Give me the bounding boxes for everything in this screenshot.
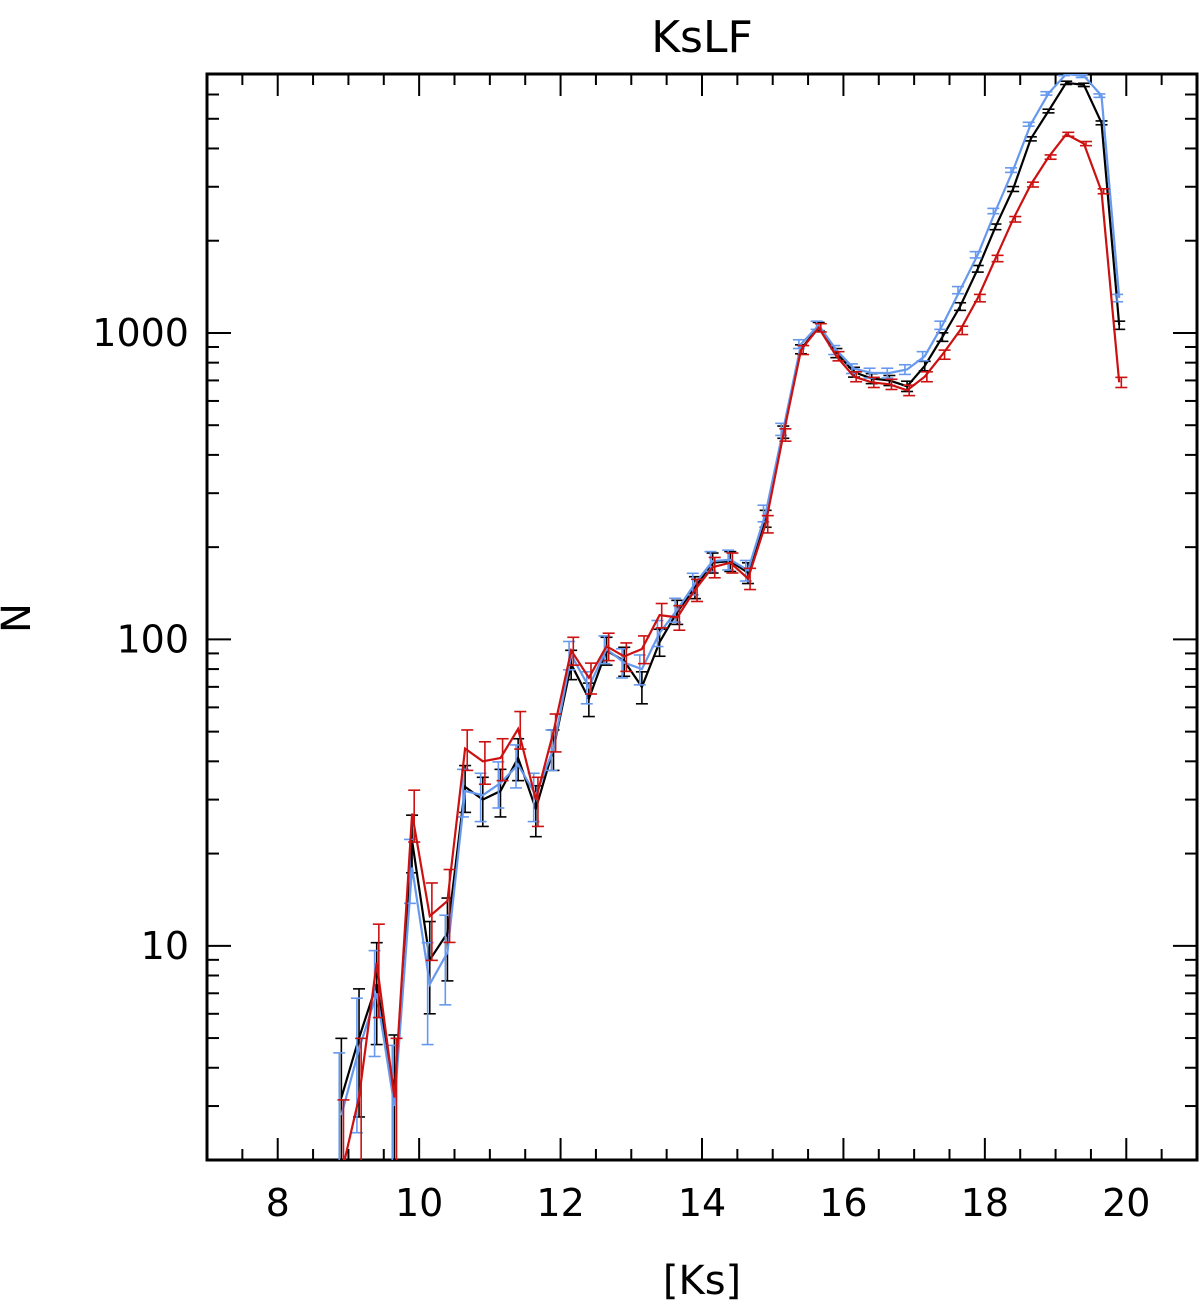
- series-line: [340, 81, 1121, 1098]
- series-2: [337, 131, 1128, 1160]
- plot-axes: 8 10 12 14 16 18 20 10 100 1000: [92, 72, 1199, 1225]
- error-bar: [584, 662, 597, 695]
- error-bar: [987, 207, 1000, 215]
- error-bar: [1093, 93, 1106, 99]
- x-tick-label: 8: [266, 1181, 290, 1225]
- error-bar: [1022, 121, 1035, 127]
- error-bar: [989, 223, 1002, 231]
- error-bar: [1058, 74, 1071, 77]
- error-bar: [832, 350, 845, 362]
- error-bar: [744, 567, 757, 591]
- error-bar: [372, 923, 385, 1019]
- error-bar: [898, 363, 911, 376]
- error-bar: [973, 293, 986, 303]
- error-bar: [951, 285, 964, 295]
- error-bar: [494, 768, 507, 818]
- x-tick-label: 12: [536, 1181, 584, 1225]
- error-bar: [1009, 215, 1022, 223]
- error-bar: [638, 635, 651, 665]
- error-bar: [934, 320, 947, 331]
- error-bar: [797, 344, 810, 356]
- y-tick-label: 10: [141, 924, 189, 968]
- x-tick-label: 18: [961, 1181, 1009, 1225]
- error-bar: [408, 789, 421, 843]
- y-tick-label: 100: [116, 617, 189, 661]
- error-bar: [761, 514, 774, 534]
- error-bar: [1097, 188, 1110, 195]
- error-bar: [1042, 108, 1055, 114]
- error-bar: [620, 642, 633, 673]
- error-bar: [1044, 154, 1057, 161]
- error-bar: [459, 764, 472, 814]
- error-bar: [1005, 167, 1018, 174]
- error-bar: [881, 367, 894, 379]
- error-bar: [671, 599, 684, 626]
- error-bar: [726, 552, 739, 574]
- error-bar: [476, 776, 489, 828]
- error-bar: [478, 740, 491, 786]
- x-tick-label: 10: [395, 1181, 443, 1225]
- error-bar: [938, 349, 951, 361]
- error-bar: [673, 604, 686, 632]
- error-bar: [1062, 131, 1075, 138]
- error-bar: [602, 632, 615, 662]
- series-0: [335, 80, 1126, 1160]
- error-bar: [1040, 90, 1053, 96]
- plot-frame: [205, 72, 1199, 1162]
- error-bar: [954, 301, 967, 312]
- error-bar: [779, 428, 792, 442]
- error-bar: [708, 556, 721, 579]
- x-tick-label: 20: [1102, 1181, 1150, 1225]
- error-bar: [1095, 120, 1108, 126]
- error-bar: [1060, 80, 1073, 86]
- x-tick-label: 14: [678, 1181, 726, 1225]
- chart-title: KsLF: [651, 12, 753, 63]
- x-axis-label: [Ks]: [663, 1258, 741, 1304]
- error-bar: [971, 264, 984, 273]
- error-bar: [655, 602, 668, 629]
- error-bar: [635, 671, 648, 705]
- series-line: [343, 132, 1121, 1160]
- error-bar: [1079, 140, 1092, 147]
- error-bar: [724, 550, 737, 573]
- error-bar: [1075, 74, 1088, 79]
- y-axis-label: N: [0, 603, 40, 633]
- error-bar: [496, 737, 509, 782]
- series-layer: [333, 74, 1128, 1160]
- x-tick-label: 16: [819, 1181, 867, 1225]
- series-line: [340, 74, 1121, 1116]
- error-bar: [333, 1052, 346, 1160]
- error-bar: [425, 882, 438, 962]
- error-bar: [916, 350, 929, 362]
- error-bar: [390, 1037, 403, 1160]
- error-bar: [1111, 293, 1124, 303]
- error-bar: [567, 636, 580, 666]
- error-bar: [991, 254, 1004, 263]
- error-bar: [461, 729, 474, 772]
- error-bar: [1026, 181, 1039, 188]
- error-bar: [337, 1099, 350, 1160]
- error-bar: [1115, 376, 1128, 389]
- error-bar: [514, 710, 527, 750]
- error-bar: [423, 920, 436, 1015]
- error-bar: [691, 578, 704, 603]
- error-bar: [443, 868, 456, 944]
- series-1: [333, 74, 1124, 1160]
- error-bar: [1077, 82, 1090, 88]
- error-bar: [335, 1037, 348, 1160]
- error-bar: [549, 713, 562, 753]
- error-bar: [920, 371, 933, 383]
- error-bar: [885, 378, 898, 391]
- error-bar: [850, 371, 863, 383]
- error-bar: [956, 325, 969, 336]
- error-bar: [1007, 185, 1020, 193]
- error-bar: [531, 776, 544, 828]
- error-bar: [814, 322, 827, 333]
- error-bar: [969, 250, 982, 259]
- error-bar: [903, 384, 916, 397]
- y-tick-label: 1000: [92, 311, 189, 355]
- error-bar: [355, 1037, 368, 1160]
- error-bar: [867, 376, 880, 389]
